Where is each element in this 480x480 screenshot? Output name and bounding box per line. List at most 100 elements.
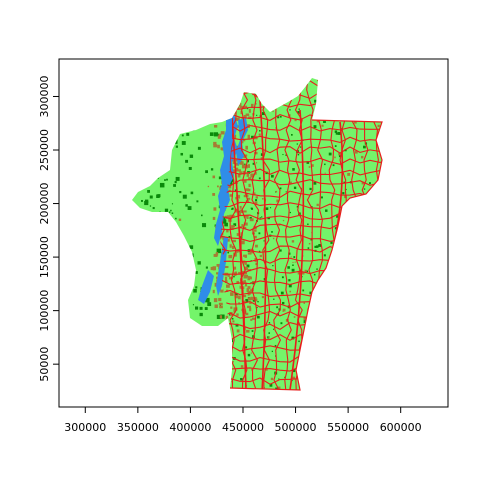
boundary-line — [220, 179, 382, 187]
brown-cell — [278, 99, 280, 101]
forest-cell — [222, 216, 226, 221]
brown-cell — [255, 262, 258, 266]
forest-cell — [147, 83, 149, 86]
x-tick-label: 350000 — [117, 421, 159, 434]
forest-cell — [164, 113, 166, 115]
forest-cell — [318, 85, 322, 88]
forest-cell — [194, 306, 199, 310]
forest-cell — [200, 214, 203, 217]
forest-cell — [347, 247, 349, 249]
brown-cell — [239, 160, 243, 165]
forest-cell — [291, 336, 295, 340]
brown-cell — [212, 266, 217, 271]
forest-cell — [319, 92, 322, 95]
forest-cell — [375, 226, 378, 229]
forest-cell — [147, 316, 150, 320]
forest-cell — [139, 311, 145, 316]
forest-cell — [137, 269, 142, 274]
forest-cell — [135, 260, 137, 263]
brown-cell — [178, 218, 182, 221]
forest-cell — [272, 91, 275, 94]
forest-cell — [271, 174, 274, 178]
brown-cell — [218, 297, 222, 302]
forest-cell — [251, 90, 254, 92]
brown-cell — [248, 183, 251, 188]
forest-cell — [365, 83, 369, 87]
forest-cell — [174, 344, 177, 347]
brown-cell — [233, 307, 238, 311]
forest-cell — [185, 204, 188, 207]
forest-cell — [159, 182, 165, 188]
forest-cell — [157, 177, 159, 179]
brown-cell — [235, 145, 239, 149]
brown-cell — [297, 271, 301, 275]
forest-cell — [369, 295, 372, 298]
forest-cell — [369, 109, 371, 111]
forest-cell — [271, 350, 273, 353]
forest-cell — [132, 304, 135, 309]
forest-cell — [189, 342, 192, 345]
brown-cell — [361, 389, 365, 390]
forest-cell — [309, 187, 312, 191]
brown-cell — [239, 105, 243, 109]
brown-cell — [229, 276, 233, 280]
brown-cell — [245, 145, 248, 150]
brown-cell — [236, 117, 240, 121]
forest-cell — [201, 366, 204, 369]
forest-cell — [359, 231, 362, 234]
brown-cell — [322, 109, 324, 112]
forest-cell — [306, 270, 309, 273]
forest-cell — [173, 94, 176, 97]
forest-cell — [233, 84, 236, 87]
x-tick-label: 400000 — [169, 421, 211, 434]
forest-cell — [211, 97, 216, 102]
brown-cell — [142, 328, 144, 331]
forest-cell — [206, 377, 211, 382]
brown-cell — [338, 292, 341, 294]
forest-cell — [164, 208, 169, 212]
forest-cell — [371, 335, 373, 337]
forest-cell — [229, 181, 233, 185]
forest-cell — [134, 369, 138, 374]
forest-cell — [137, 265, 140, 268]
forest-cell — [279, 115, 282, 118]
brown-cell — [147, 139, 151, 144]
forest-cell — [234, 189, 238, 192]
brown-cell — [248, 116, 252, 119]
forest-cell — [380, 223, 382, 227]
forest-cell — [144, 199, 149, 203]
forest-cell — [359, 337, 362, 340]
brown-cell — [234, 271, 238, 276]
forest-cell — [332, 264, 334, 266]
brown-cell — [304, 269, 307, 273]
forest-cell — [321, 116, 324, 120]
forest-cell — [188, 166, 192, 170]
brown-cell — [345, 233, 347, 235]
forest-cell — [181, 328, 186, 333]
brown-cell — [244, 154, 248, 157]
brown-cell — [228, 254, 233, 259]
forest-cell — [205, 170, 208, 174]
forest-cell — [357, 204, 359, 206]
forest-cell — [148, 385, 153, 390]
forest-cell — [216, 314, 222, 320]
brown-cell — [214, 253, 218, 257]
brown-cell — [214, 91, 218, 95]
forest-cell — [167, 278, 172, 283]
forest-cell — [221, 376, 224, 380]
brown-cell — [316, 203, 319, 207]
forest-cell — [288, 279, 291, 282]
forest-cell — [207, 302, 212, 307]
brown-cell — [245, 312, 249, 316]
boundary-line — [220, 146, 382, 154]
forest-cell — [231, 318, 234, 320]
forest-cell — [169, 219, 175, 225]
brown-cell — [135, 180, 140, 185]
forest-cell — [159, 108, 164, 112]
y-tick-label: 200000 — [38, 183, 51, 225]
brown-cell — [216, 263, 220, 267]
forest-cell — [189, 91, 193, 96]
forest-cell — [334, 378, 337, 381]
brown-cell — [338, 358, 342, 362]
